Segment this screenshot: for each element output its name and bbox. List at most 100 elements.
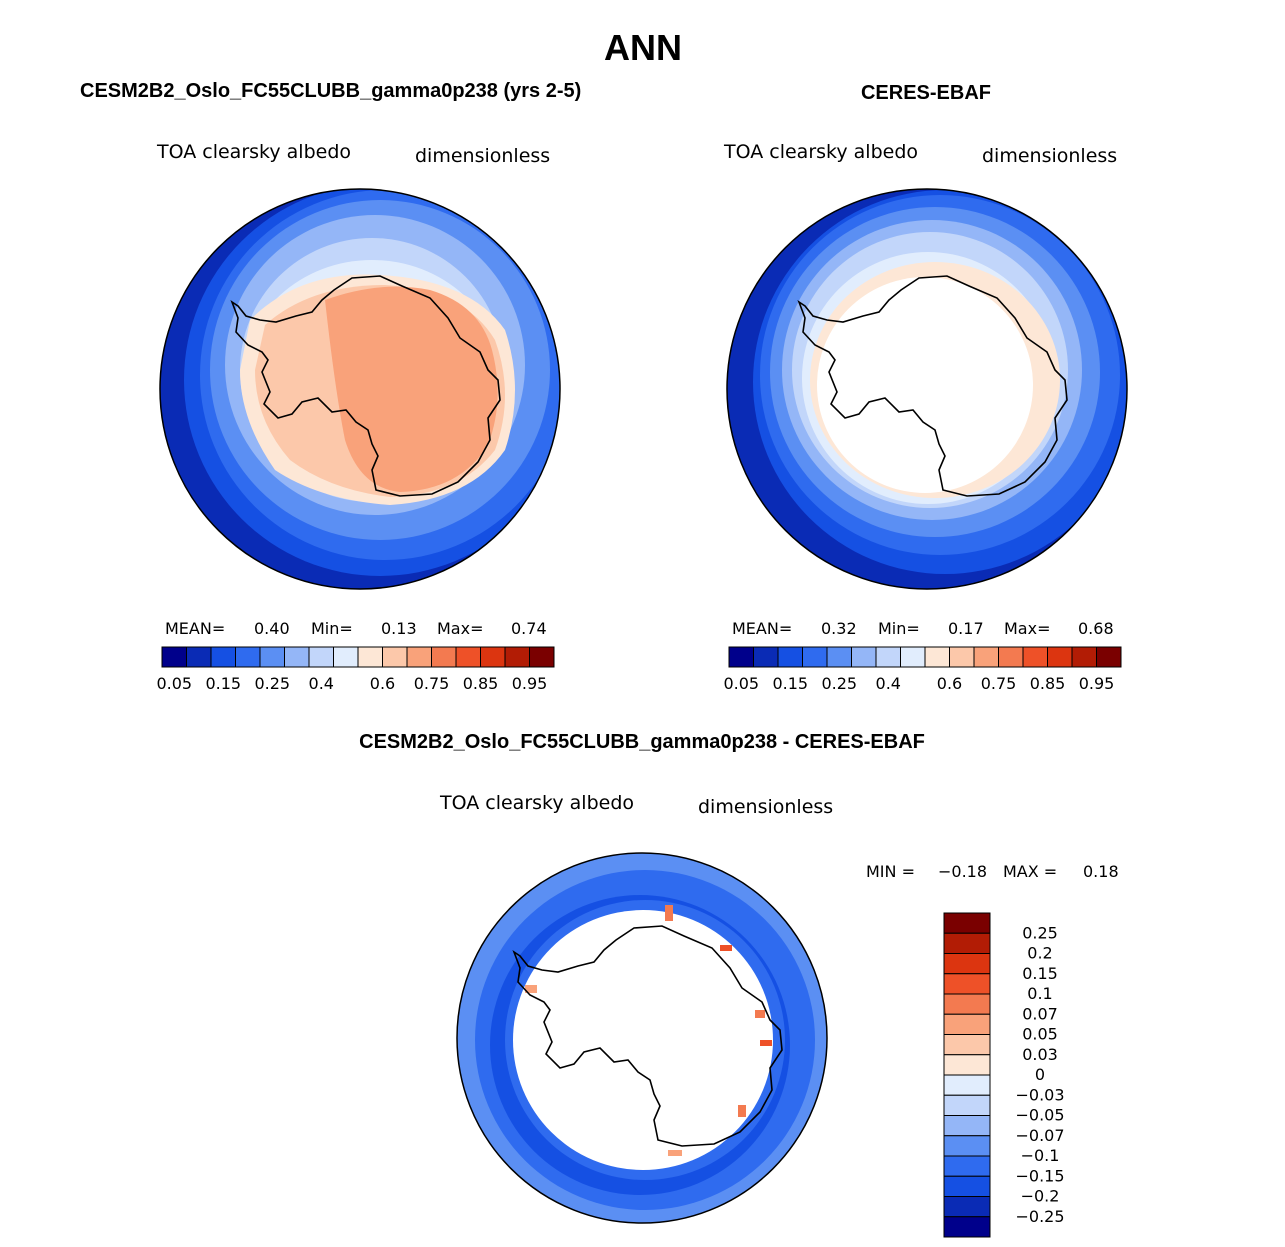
colorbar-segment xyxy=(802,646,828,668)
panel-obs-map-border xyxy=(726,188,1128,590)
colorbar-tick-label: 0.25 xyxy=(1022,923,1058,942)
colorbar-segment xyxy=(1096,646,1122,668)
colorbar-segment xyxy=(943,1135,991,1157)
colorbar-tick-label: 0.25 xyxy=(821,674,857,693)
panel-model-max-value: 0.74 xyxy=(511,619,547,638)
panel-model: CESM2B2_Oslo_FC55CLUBB_gamma0p238 (yrs 2… xyxy=(80,80,581,693)
panel-model-colorbar xyxy=(161,646,555,668)
colorbar-segment xyxy=(210,646,236,668)
colorbar-segment xyxy=(943,953,991,975)
panel-difference-title: CESM2B2_Oslo_FC55CLUBB_gamma0p238 - CERE… xyxy=(359,731,925,753)
panel-obs-map xyxy=(727,189,1127,589)
panel-obs-min-value: 0.17 xyxy=(948,619,984,638)
colorbar-segment xyxy=(943,932,991,954)
colorbar-segment xyxy=(875,646,901,668)
colorbar-segment xyxy=(943,1216,991,1238)
panel-difference-min-value: −0.18 xyxy=(938,862,987,881)
colorbar-segment xyxy=(943,1196,991,1218)
panel-model-colorbar-labels: 0.05 0.15 0.25 0.4 0.6 0.75 0.85 0.95 xyxy=(156,674,547,693)
colorbar-tick-label: −0.15 xyxy=(1015,1166,1064,1185)
panel-model-map-border xyxy=(159,188,561,590)
colorbar-segment xyxy=(943,1013,991,1035)
colorbar-segment xyxy=(504,646,530,668)
colorbar-segment xyxy=(943,1115,991,1137)
colorbar-segment xyxy=(943,993,991,1015)
colorbar-tick-label: 0.15 xyxy=(772,674,808,693)
panel-difference-min-label: MIN = xyxy=(866,862,915,881)
colorbar-segment xyxy=(382,646,408,668)
colorbar-tick-label: 0.15 xyxy=(205,674,241,693)
colorbar-segment xyxy=(851,646,877,668)
colorbar-segment xyxy=(924,646,950,668)
panel-difference-units: dimensionless xyxy=(698,796,833,818)
panel-difference-map-border xyxy=(456,852,828,1224)
colorbar-tick-label: 0.03 xyxy=(1022,1045,1058,1064)
panel-model-coastline xyxy=(230,275,501,497)
colorbar-tick-label: −0.07 xyxy=(1015,1126,1064,1145)
panel-obs-colorbar-labels: 0.05 0.15 0.25 0.4 0.6 0.75 0.85 0.95 xyxy=(723,674,1114,693)
colorbar-tick-label: 0.6 xyxy=(937,674,962,693)
colorbar-segment xyxy=(900,646,926,668)
colorbar-segment xyxy=(943,1074,991,1096)
colorbar-tick-label: 0.75 xyxy=(981,674,1017,693)
panel-difference-colorbar-labels: 0.250.20.150.10.070.050.030−0.03−0.05−0.… xyxy=(1015,923,1064,1226)
colorbar-segment xyxy=(529,646,555,668)
colorbar-segment xyxy=(308,646,334,668)
colorbar-tick-label: −0.1 xyxy=(1021,1146,1060,1165)
colorbar-segment xyxy=(455,646,481,668)
panel-difference-variable: TOA clearsky albedo xyxy=(439,792,634,814)
panel-obs-max-value: 0.68 xyxy=(1078,619,1114,638)
colorbar-segment xyxy=(826,646,852,668)
panel-model-title: CESM2B2_Oslo_FC55CLUBB_gamma0p238 (yrs 2… xyxy=(80,80,581,102)
panel-difference-colorbar xyxy=(943,912,991,1238)
panel-model-max-label: Max= xyxy=(437,619,483,638)
colorbar-tick-label: −0.2 xyxy=(1021,1187,1060,1206)
colorbar-segment xyxy=(186,646,212,668)
colorbar-tick-label: 0.05 xyxy=(156,674,192,693)
panel-model-map xyxy=(160,189,560,589)
colorbar-segment xyxy=(943,1054,991,1076)
colorbar-tick-label: 0 xyxy=(1035,1065,1045,1084)
colorbar-tick-label: 0.95 xyxy=(512,674,548,693)
colorbar-segment xyxy=(943,1155,991,1177)
panel-difference-map xyxy=(457,853,827,1223)
colorbar-segment xyxy=(949,646,975,668)
colorbar-segment xyxy=(973,646,999,668)
panel-obs-coastline xyxy=(797,275,1068,497)
panel-obs-mean-value: 0.32 xyxy=(821,619,857,638)
colorbar-tick-label: 0.07 xyxy=(1022,1004,1058,1023)
panel-obs-variable: TOA clearsky albedo xyxy=(723,141,918,163)
panel-obs-min-label: Min= xyxy=(878,619,920,638)
colorbar-segment xyxy=(1047,646,1073,668)
panel-obs-units: dimensionless xyxy=(982,145,1117,167)
colorbar-segment xyxy=(333,646,359,668)
colorbar-tick-label: 0.15 xyxy=(1022,964,1058,983)
colorbar-segment xyxy=(1071,646,1097,668)
panel-obs: CERES-EBAF TOA clearsky albedo dimension… xyxy=(723,82,1128,693)
colorbar-segment xyxy=(943,912,991,934)
colorbar-segment xyxy=(259,646,285,668)
panel-model-units: dimensionless xyxy=(415,145,550,167)
colorbar-tick-label: 0.95 xyxy=(1079,674,1115,693)
colorbar-segment xyxy=(998,646,1024,668)
colorbar-tick-label: 0.25 xyxy=(254,674,290,693)
panel-obs-colorbar xyxy=(728,646,1122,668)
colorbar-tick-label: 0.05 xyxy=(1022,1025,1058,1044)
panel-obs-title: CERES-EBAF xyxy=(861,82,991,104)
colorbar-segment xyxy=(728,646,754,668)
colorbar-segment xyxy=(943,973,991,995)
panel-model-min-value: 0.13 xyxy=(381,619,417,638)
panel-model-mean-label: MEAN= xyxy=(165,619,225,638)
colorbar-segment xyxy=(161,646,187,668)
colorbar-tick-label: −0.05 xyxy=(1015,1106,1064,1125)
page-title: ANN xyxy=(604,27,682,68)
panel-difference-max-value: 0.18 xyxy=(1083,862,1119,881)
colorbar-tick-label: 0.2 xyxy=(1027,944,1052,963)
panel-difference-max-label: MAX = xyxy=(1003,862,1057,881)
colorbar-tick-label: 0.1 xyxy=(1027,984,1052,1003)
colorbar-tick-label: 0.85 xyxy=(1030,674,1066,693)
colorbar-tick-label: −0.25 xyxy=(1015,1207,1064,1226)
colorbar-segment xyxy=(943,1175,991,1197)
colorbar-segment xyxy=(753,646,779,668)
